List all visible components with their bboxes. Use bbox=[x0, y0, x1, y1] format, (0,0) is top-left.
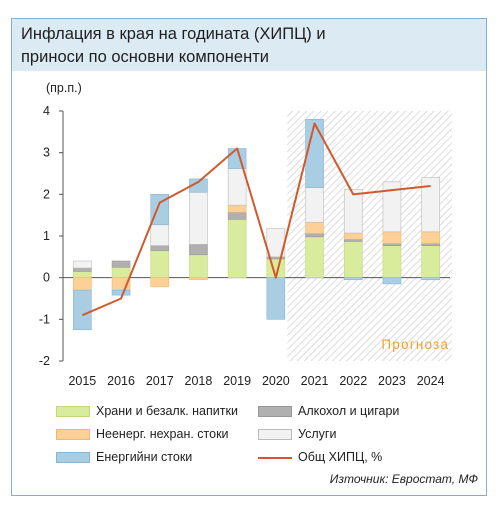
bar-segment bbox=[73, 260, 92, 269]
bar-segment bbox=[111, 260, 131, 268]
x-tick-label: 2018 bbox=[185, 374, 213, 388]
x-tick-label: 2017 bbox=[146, 374, 174, 388]
y-tick-label: 4 bbox=[43, 104, 50, 118]
bar-segment bbox=[343, 277, 363, 281]
x-tick-label: 2022 bbox=[339, 374, 367, 388]
legend-swatch bbox=[258, 429, 292, 440]
x-tick-label: 2023 bbox=[378, 374, 406, 388]
y-unit-label: (пр.п.) bbox=[46, 81, 82, 95]
legend-swatch bbox=[56, 429, 90, 440]
bar-segment bbox=[189, 254, 208, 278]
y-tick-label: -1 bbox=[39, 312, 50, 326]
legend-label: Храни и безалк. напитки bbox=[96, 404, 238, 418]
bar-segment bbox=[305, 187, 324, 223]
bar-segment bbox=[421, 277, 440, 281]
bar-segment bbox=[227, 204, 247, 213]
total-hicp-line bbox=[81, 122, 431, 317]
x-tick-label: 2021 bbox=[301, 374, 329, 388]
bar-segment bbox=[382, 181, 402, 233]
legend-swatch bbox=[56, 406, 90, 417]
bar-segment bbox=[189, 191, 208, 245]
bar-segment bbox=[73, 277, 92, 291]
bar-segment bbox=[150, 245, 170, 251]
bar-segment bbox=[343, 241, 363, 278]
x-tick-label: 2020 bbox=[262, 374, 290, 388]
x-tick-label: 2015 bbox=[68, 374, 96, 388]
bar-segment bbox=[227, 211, 247, 220]
y-tick-label: -2 bbox=[39, 354, 50, 368]
legend-label: Неенерг. нехран. стоки bbox=[96, 427, 229, 441]
bar-segment bbox=[150, 277, 170, 288]
bar-segment bbox=[227, 168, 247, 206]
y-tick-label: 1 bbox=[43, 229, 50, 243]
bar-segment bbox=[421, 231, 440, 244]
legend-label: Услуги bbox=[298, 427, 337, 441]
chart-title-box: Инфлация в края на годината (ХИПЦ) и при… bbox=[12, 19, 486, 71]
y-tick-label: 2 bbox=[43, 187, 50, 201]
x-tick-label: 2019 bbox=[223, 374, 251, 388]
bar-segment bbox=[421, 245, 440, 278]
bar-segment bbox=[266, 277, 286, 320]
chart-title-line-2: приноси по основни компоненти bbox=[21, 48, 269, 66]
bar-segment bbox=[73, 271, 92, 278]
bar-segment bbox=[227, 219, 247, 278]
y-tick-label: 3 bbox=[43, 146, 50, 160]
bar-segment bbox=[150, 224, 170, 246]
legend-label: Общ ХИПЦ, % bbox=[298, 450, 383, 464]
bar-segment bbox=[343, 232, 363, 240]
bar-segment bbox=[421, 243, 440, 246]
bar-segment bbox=[111, 266, 131, 278]
bar-segment bbox=[150, 194, 170, 226]
forecast-label: Прогноза bbox=[381, 337, 449, 352]
source-note: Източник: Евростат, МФ bbox=[329, 472, 478, 486]
bar-segment bbox=[189, 277, 208, 281]
x-tick-label: 2024 bbox=[417, 374, 445, 388]
y-tick-label: 0 bbox=[43, 271, 50, 285]
legend-label: Алкохол и цигари bbox=[298, 404, 400, 418]
legend-swatch bbox=[56, 452, 90, 463]
bar-segment bbox=[305, 236, 324, 278]
bar-segment bbox=[382, 277, 402, 285]
bar-segment bbox=[111, 289, 131, 296]
legend-swatch bbox=[258, 406, 292, 417]
chart-title-line-1: Инфлация в края на годината (ХИПЦ) и bbox=[21, 25, 326, 43]
bar-segment bbox=[382, 231, 402, 244]
x-tick-label: 2016 bbox=[107, 374, 135, 388]
bar-segment bbox=[305, 119, 324, 188]
bar-segment bbox=[305, 221, 324, 234]
bar-segment bbox=[73, 289, 92, 331]
bar-segment bbox=[189, 244, 208, 256]
bar-segment bbox=[305, 233, 324, 238]
bar-segment bbox=[421, 177, 440, 233]
bar-segment bbox=[73, 267, 92, 272]
bar-segment bbox=[150, 250, 170, 278]
legend-line-swatch bbox=[258, 457, 292, 459]
bar-segment bbox=[343, 239, 363, 242]
bar-segment bbox=[343, 189, 363, 234]
bar-segment bbox=[382, 245, 402, 278]
legend-label: Енергийни стоки bbox=[96, 450, 193, 464]
bar-segment bbox=[382, 243, 402, 246]
